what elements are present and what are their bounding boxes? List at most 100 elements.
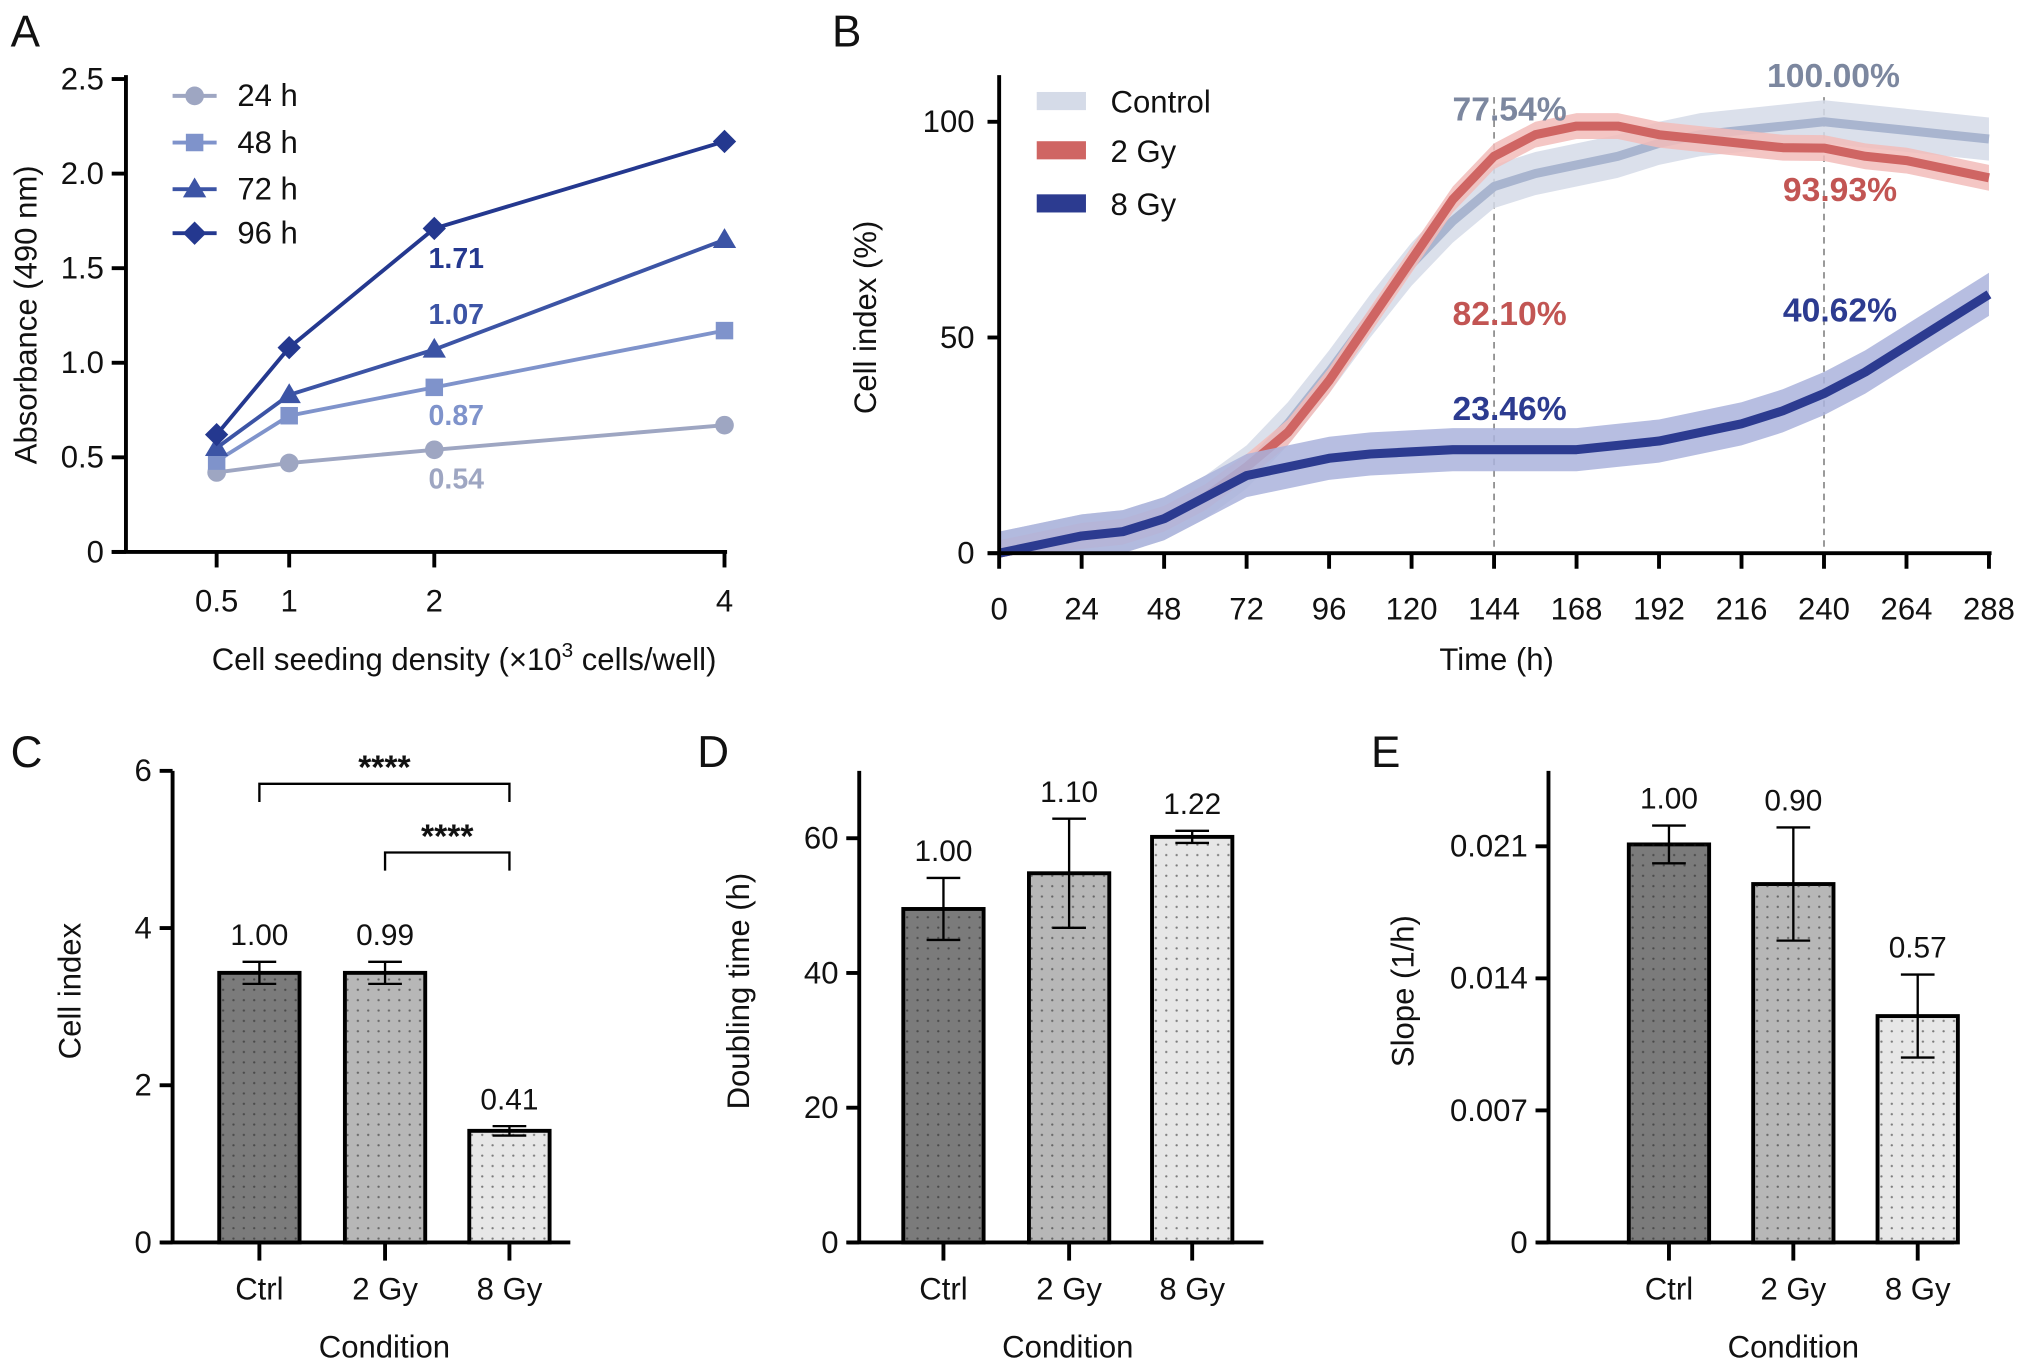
annotation-label: 77.54% xyxy=(1453,91,1567,128)
y-axis-label: Absorbance (490 nm) xyxy=(9,165,44,464)
y-tick-label: 40 xyxy=(804,955,839,990)
x-tick-label: 120 xyxy=(1386,591,1438,626)
y-axis-label: Doubling time (h) xyxy=(721,873,756,1110)
x-tick-label: 48 xyxy=(1147,591,1182,626)
series-line xyxy=(215,237,726,450)
legend-label: 72 h xyxy=(237,172,297,207)
y-tick-label: 0.021 xyxy=(1450,829,1528,864)
y-tick-label: 60 xyxy=(804,821,839,856)
significance-label: **** xyxy=(421,818,474,855)
annotation-label: 100.00% xyxy=(1767,58,1900,95)
x-tick-label: 2 Gy xyxy=(1036,1271,1102,1306)
y-tick-label: 2.5 xyxy=(61,61,104,96)
series-line xyxy=(215,139,726,436)
y-tick-label: 0.5 xyxy=(61,440,104,475)
y-axis-label: Cell index xyxy=(53,922,88,1059)
y-tick-label: 0 xyxy=(87,534,104,569)
data-point xyxy=(277,383,301,404)
value-label: 0.41 xyxy=(480,1083,538,1116)
bar-pattern xyxy=(903,908,984,1243)
data-point xyxy=(422,216,446,241)
y-tick-label: 20 xyxy=(804,1090,839,1125)
series-line xyxy=(215,328,725,463)
data-point xyxy=(207,452,226,470)
x-tick-label: 264 xyxy=(1881,591,1933,626)
panel-b-growth-curve: Control 2 Gy 8 Gy 0 50 100 0 24 48 72 96 120 144 168 1… xyxy=(848,58,2015,677)
legend-label: 2 Gy xyxy=(1111,134,1177,169)
x-tick-label: 192 xyxy=(1633,591,1685,626)
x-tick-label: 1 xyxy=(281,584,298,619)
data-point xyxy=(712,228,737,248)
value-label: 0.99 xyxy=(356,919,414,952)
value-label: 1.10 xyxy=(1040,776,1098,809)
x-tick-label: 168 xyxy=(1551,591,1603,626)
panel-c-bar-chart: 1.00 Ctrl 0.99 2 Gy 0.41 8 Gy 0 2 4 6 Cell index Co… xyxy=(53,750,571,1365)
y-tick-label: 50 xyxy=(940,320,975,355)
value-label: 1.00 xyxy=(230,919,288,952)
value-label: 1.00 xyxy=(1640,783,1698,816)
x-tick-label: Ctrl xyxy=(1645,1271,1693,1306)
x-tick-label: 72 xyxy=(1229,591,1264,626)
significance-bracket xyxy=(258,782,511,802)
panel-label-e: E xyxy=(1371,728,1400,777)
bar-pattern xyxy=(1628,844,1710,1243)
data-point xyxy=(280,406,298,425)
x-tick-label: 216 xyxy=(1716,591,1768,626)
series-line xyxy=(216,423,725,475)
x-tick-label: 4 xyxy=(716,584,733,619)
panel-e-bar-chart: 1.00 Ctrl 0.90 2 Gy 0.57 8 Gy 0 0.007 0.014 0.021… xyxy=(1386,770,1960,1365)
series-line xyxy=(998,290,1992,558)
panel-label-a: A xyxy=(11,8,41,57)
y-tick-label: 0 xyxy=(821,1225,838,1260)
y-tick-label: 0 xyxy=(1510,1225,1527,1260)
panel-d-bar-chart: 1.00 Ctrl 1.10 2 Gy 1.22 8 Gy 0 20 40 60 Doubling … xyxy=(721,770,1264,1365)
y-tick-label: 2 xyxy=(135,1068,152,1103)
x-axis-label: Time (h) xyxy=(1439,642,1554,677)
annotation-label: 82.10% xyxy=(1453,296,1567,333)
x-tick-label: 240 xyxy=(1798,591,1850,626)
x-axis-label: Condition xyxy=(319,1330,450,1365)
x-tick-label: 8 Gy xyxy=(1159,1271,1225,1306)
data-label: 0.54 xyxy=(429,463,485,495)
x-tick-label: 144 xyxy=(1468,591,1520,626)
x-tick-label: 2 xyxy=(426,584,443,619)
x-tick-label: 8 Gy xyxy=(477,1271,543,1306)
x-axis-label: Condition xyxy=(1002,1330,1133,1365)
y-tick-label: 6 xyxy=(135,753,152,788)
data-label: 0.87 xyxy=(429,400,484,432)
data-point xyxy=(279,453,299,473)
value-label: 0.90 xyxy=(1764,785,1822,818)
x-axis-label-superscript: 3 xyxy=(562,639,574,662)
data-point xyxy=(424,440,444,460)
data-point xyxy=(715,321,734,340)
y-tick-label: 100 xyxy=(923,104,975,139)
bar-pattern xyxy=(1028,873,1110,1243)
legend-swatch xyxy=(1036,91,1086,111)
data-point xyxy=(422,337,446,358)
legend-label: 8 Gy xyxy=(1111,187,1177,222)
x-tick-label: Ctrl xyxy=(235,1271,283,1306)
legend-label: Control xyxy=(1111,85,1211,120)
panel-label-b: B xyxy=(832,8,861,57)
data-point xyxy=(277,335,301,360)
legend-swatch xyxy=(1036,194,1086,213)
x-tick-label: Ctrl xyxy=(919,1271,967,1306)
legend-marker xyxy=(185,86,204,106)
legend-marker xyxy=(182,177,207,198)
y-axis-label: Slope (1/h) xyxy=(1386,915,1421,1067)
series-8Gy xyxy=(998,272,1992,558)
data-point xyxy=(712,129,737,154)
legend-label: 96 h xyxy=(237,216,297,251)
y-tick-label: 4 xyxy=(135,910,152,945)
panel-label-c: C xyxy=(11,728,43,777)
x-axis-label-text: Cell seeding density (×10 xyxy=(212,642,562,677)
series-48h xyxy=(207,321,734,470)
error-band xyxy=(999,272,1989,554)
y-tick-label: 1.0 xyxy=(61,345,104,380)
x-axis-label: Condition xyxy=(1728,1330,1859,1365)
significance-bracket xyxy=(383,851,511,871)
data-point xyxy=(425,378,444,397)
x-tick-label: 8 Gy xyxy=(1885,1271,1951,1306)
x-tick-label: 2 Gy xyxy=(1761,1271,1827,1306)
